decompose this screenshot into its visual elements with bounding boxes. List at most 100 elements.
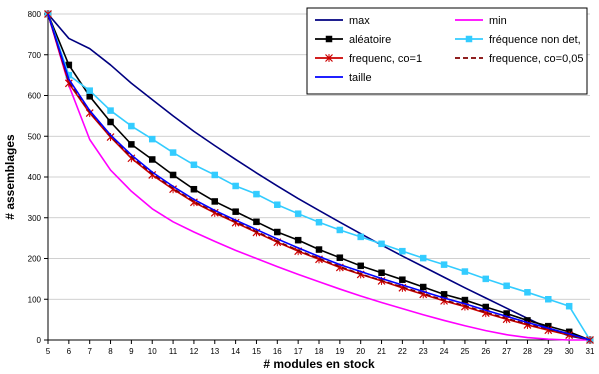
data-point-al-atoire [357, 262, 364, 270]
data-point-fr-quence-non-det [253, 190, 260, 198]
legend-label-al-atoire: aléatoire [349, 34, 391, 46]
y-tick-label: 500 [28, 132, 42, 141]
x-tick-label: 26 [481, 347, 490, 356]
data-point-al-atoire [211, 198, 219, 205]
data-point-fr-quence-non-det [169, 149, 177, 156]
x-tick-label: 23 [419, 347, 428, 356]
data-point-fr-quence-non-det [440, 261, 448, 268]
x-tick-label: 7 [87, 347, 92, 356]
data-point-al-atoire [378, 269, 385, 277]
legend-marker-al-atoire [325, 35, 333, 43]
data-point-fr-quence-non-det [128, 122, 135, 130]
data-point-fr-quence-non-det [378, 240, 385, 248]
x-tick-label: 5 [46, 347, 51, 356]
y-tick-label: 800 [28, 10, 42, 19]
y-tick-label: 300 [28, 214, 42, 223]
data-point-fr-quence-non-det [274, 201, 281, 208]
x-tick-label: 18 [315, 347, 324, 356]
y-tick-label: 600 [28, 92, 42, 101]
series-line-min [47, 13, 590, 341]
data-point-fr-quence-non-det [232, 182, 239, 190]
x-tick-label: 24 [440, 347, 449, 356]
data-point-fr-quence-non-det [107, 107, 114, 114]
x-tick-label: 14 [231, 347, 240, 356]
axis-labels: 0 100 200 300 400 500 600 700 800 5 6 7 8 9 10 11 12 13 14… [28, 10, 595, 356]
legend-label-fr-quence-non-det: fréquence non det, [489, 34, 581, 46]
data-point-fr-quence-non-det [211, 171, 219, 179]
x-tick-label: 9 [129, 347, 134, 356]
data-point-fr-quence-non-det [524, 289, 531, 296]
data-point-fr-quence-non-det [190, 161, 198, 169]
legend-label-max: max [349, 15, 370, 27]
x-tick-label: 6 [67, 347, 72, 356]
data-point-fr-quence-non-det [399, 247, 406, 255]
x-tick-label: 21 [377, 347, 386, 356]
legend-marker-fr-quence-non-det [465, 35, 473, 43]
data-point-al-atoire [107, 118, 114, 126]
y-tick-label: 400 [28, 173, 42, 182]
legend-label-min: min [489, 15, 507, 27]
data-point-al-atoire [128, 141, 135, 148]
data-point-al-atoire [336, 254, 344, 261]
x-tick-label: 17 [294, 347, 303, 356]
data-point-fr-quence-non-det [565, 302, 573, 310]
data-point-al-atoire [232, 208, 239, 215]
y-tick-label: 100 [28, 295, 42, 304]
series-line-max [47, 13, 591, 341]
y-tick-label: 0 [37, 336, 42, 345]
data-point-fr-quence-non-det [461, 268, 469, 275]
data-point-al-atoire [274, 228, 281, 236]
data-point-al-atoire [419, 283, 427, 291]
x-tick-label: 13 [210, 347, 219, 356]
x-tick-label: 31 [586, 347, 595, 356]
data-point-fr-quence-non-det [503, 282, 510, 290]
y-tick-label: 200 [28, 255, 42, 264]
data-point-al-atoire [315, 246, 323, 253]
series-layer [44, 10, 594, 344]
x-tick-label: 29 [544, 347, 553, 356]
data-point-fr-quence-non-det [357, 233, 364, 241]
data-point-fr-quence-non-det [419, 254, 427, 262]
data-point-fr-quence-non-det [148, 135, 156, 143]
x-axis-title: # modules en stock [263, 357, 375, 371]
x-tick-label: 16 [273, 347, 282, 356]
data-point-fr-quence-non-det [86, 87, 93, 94]
data-point-fr-quence-non-det [336, 226, 344, 234]
data-point-al-atoire [294, 236, 302, 244]
x-tick-label: 25 [460, 347, 469, 356]
x-tick-label: 10 [148, 347, 157, 356]
data-point-al-atoire [399, 276, 406, 283]
x-tick-label: 15 [252, 347, 261, 356]
data-point-al-atoire [440, 291, 448, 298]
x-tick-label: 22 [398, 347, 407, 356]
legend-box [306, 7, 588, 95]
data-point-al-atoire [169, 171, 177, 179]
y-tick-label: 700 [28, 51, 42, 60]
x-tick-label: 28 [523, 347, 532, 356]
legend-marker-frequenc-co-1 [325, 54, 333, 62]
data-point-al-atoire [190, 185, 198, 193]
data-point-al-atoire [253, 218, 260, 226]
y-axis-title: # assemblages [3, 134, 17, 220]
series-line-frequence-co-0-05 [47, 13, 591, 341]
x-tick-label: 19 [335, 347, 344, 356]
x-tick-label: 30 [565, 347, 574, 356]
x-tick-label: 27 [502, 347, 511, 356]
data-point-fr-quence-non-det [315, 218, 323, 226]
data-point-al-atoire [148, 156, 156, 163]
legend-label-taille: taille [349, 72, 372, 84]
series-line-taille [47, 13, 591, 341]
x-tick-label: 11 [169, 347, 178, 356]
x-tick-label: 8 [108, 347, 113, 356]
x-tick-label: 20 [356, 347, 365, 356]
legend-label-frequence-co-0-05: frequence, co=0,05 [489, 53, 584, 65]
legend: max min aléatoire fréquence non det, frequen… [306, 7, 588, 95]
data-point-fr-quence-non-det [294, 210, 302, 217]
data-point-fr-quence-non-det [482, 275, 490, 283]
data-point-al-atoire [461, 296, 469, 304]
x-tick-label: 12 [189, 347, 198, 356]
data-point-fr-quence-non-det [545, 296, 552, 303]
legend-label-frequenc-co-1: frequenc, co=1 [349, 53, 422, 65]
